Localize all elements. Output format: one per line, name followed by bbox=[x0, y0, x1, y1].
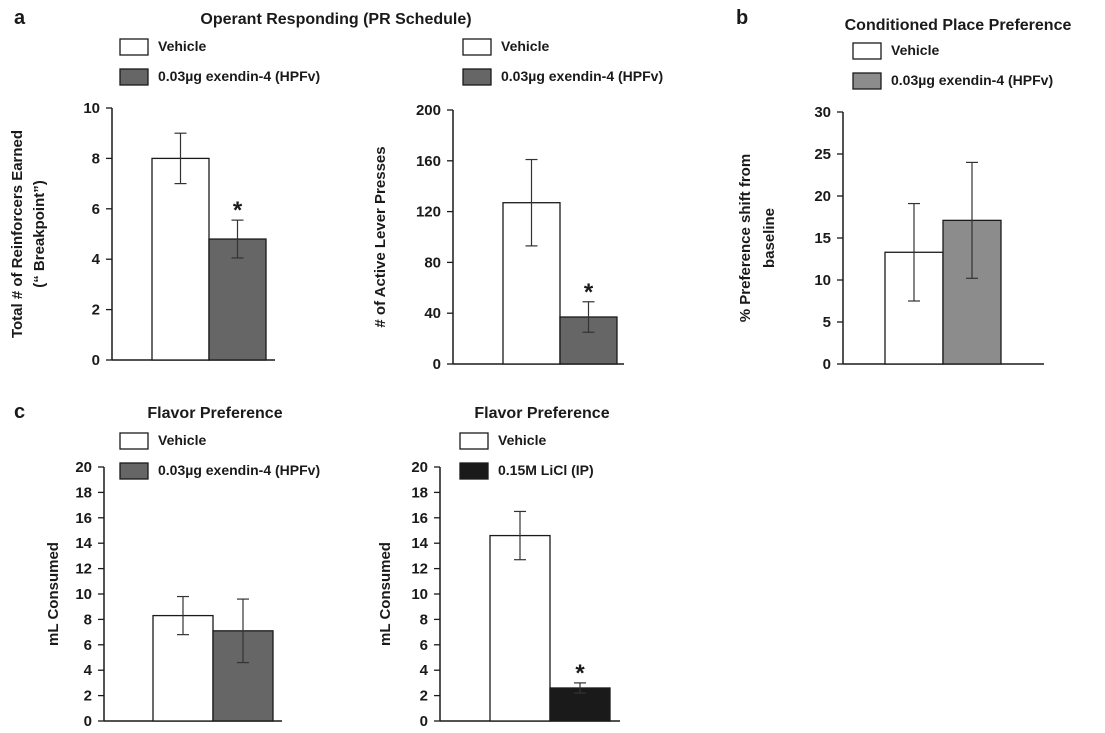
legend-swatch bbox=[119, 68, 149, 86]
y-tick-label: 20 bbox=[411, 459, 428, 476]
y-tick-label: 10 bbox=[75, 586, 92, 603]
y-tick-label: 2 bbox=[84, 688, 92, 705]
y-tick-label: 4 bbox=[84, 662, 93, 679]
y-axis-label: mL Consumed bbox=[377, 542, 394, 646]
legend-label: Vehicle bbox=[501, 38, 549, 54]
legend-label: Vehicle bbox=[498, 432, 546, 448]
legend-swatch bbox=[852, 72, 882, 90]
legend-label: 0.03µg exendin-4 (HPFv) bbox=[158, 462, 320, 478]
y-tick-label: 8 bbox=[92, 150, 100, 167]
y-tick-label: 0 bbox=[823, 356, 831, 373]
chart-4: Flavor Preference Vehicle 0.03µg exendin-4… bbox=[45, 405, 320, 730]
y-tick-label: 0 bbox=[420, 713, 428, 730]
y-tick-label: 15 bbox=[814, 230, 831, 247]
y-tick-label: 4 bbox=[92, 251, 101, 268]
bar-vehicle bbox=[151, 157, 210, 361]
legend-label: Vehicle bbox=[158, 38, 206, 54]
y-axis-label: (“ Breakpoint”) bbox=[31, 180, 48, 288]
y-tick-label: 40 bbox=[424, 305, 441, 322]
legend-swatch bbox=[119, 462, 149, 480]
chart-2: Vehicle 0.03µg exendin-4 (HPFv) 0 40 80 120 16… bbox=[372, 38, 663, 373]
y-tick-label: 160 bbox=[416, 153, 441, 170]
legend-label: Vehicle bbox=[891, 42, 939, 58]
panel-letter-b: b bbox=[736, 7, 748, 29]
y-tick-label: 10 bbox=[83, 100, 100, 117]
y-tick-label: 14 bbox=[75, 535, 92, 552]
y-tick-label: 0 bbox=[84, 713, 92, 730]
legend-label: 0.03µg exendin-4 (HPFv) bbox=[158, 68, 320, 84]
chart-title: Flavor Preference bbox=[474, 405, 609, 422]
bar-treatment bbox=[208, 238, 267, 361]
y-tick-label: 0 bbox=[92, 352, 100, 369]
significance-marker: * bbox=[584, 279, 594, 306]
y-tick-label: 8 bbox=[84, 611, 92, 628]
y-tick-label: 10 bbox=[814, 272, 831, 289]
y-axis-label: baseline bbox=[761, 208, 778, 268]
y-tick-label: 16 bbox=[411, 510, 428, 527]
y-tick-label: 120 bbox=[416, 204, 441, 221]
y-tick-label: 5 bbox=[823, 314, 831, 331]
y-tick-label: 18 bbox=[75, 484, 92, 501]
chart-3: Conditioned Place Preference Vehicle 0.03µ… bbox=[737, 17, 1071, 373]
y-tick-label: 16 bbox=[75, 510, 92, 527]
legend-swatch bbox=[119, 432, 149, 450]
y-tick-label: 2 bbox=[92, 302, 100, 319]
y-axis-label: mL Consumed bbox=[45, 542, 62, 646]
panel-letter-c: c bbox=[14, 401, 25, 423]
y-tick-label: 10 bbox=[411, 586, 428, 603]
legend-label: Vehicle bbox=[158, 432, 206, 448]
legend-label: 0.15M LiCl (IP) bbox=[498, 462, 594, 478]
y-tick-label: 6 bbox=[420, 637, 428, 654]
y-tick-label: 6 bbox=[92, 201, 100, 218]
legend-swatch bbox=[459, 462, 489, 480]
significance-marker: * bbox=[233, 197, 243, 224]
charts-container: Operant Responding (PR Schedule) Vehicle 0… bbox=[9, 11, 1071, 730]
legend-swatch bbox=[119, 38, 149, 56]
legend-label: 0.03µg exendin-4 (HPFv) bbox=[501, 68, 663, 84]
legend-swatch bbox=[459, 432, 489, 450]
y-tick-label: 18 bbox=[411, 484, 428, 501]
chart-title: Flavor Preference bbox=[147, 405, 282, 422]
y-axis-label: # of Active Lever Presses bbox=[372, 146, 389, 327]
chart-1: Operant Responding (PR Schedule) Vehicle 0… bbox=[9, 11, 472, 369]
panel-letter-a: a bbox=[14, 7, 26, 29]
y-tick-label: 0 bbox=[433, 356, 441, 373]
y-tick-label: 20 bbox=[75, 459, 92, 476]
y-tick-label: 6 bbox=[84, 637, 92, 654]
y-tick-label: 20 bbox=[814, 188, 831, 205]
y-axis-label: Total # of Reinforcers Earned bbox=[9, 130, 26, 338]
legend-swatch bbox=[852, 42, 882, 60]
y-tick-label: 200 bbox=[416, 102, 441, 119]
y-tick-label: 12 bbox=[75, 561, 92, 578]
legend-swatch bbox=[462, 38, 492, 56]
bar-vehicle bbox=[489, 534, 551, 722]
y-tick-label: 25 bbox=[814, 146, 831, 163]
y-tick-label: 2 bbox=[420, 688, 428, 705]
y-tick-label: 14 bbox=[411, 535, 428, 552]
y-tick-label: 30 bbox=[814, 104, 831, 121]
y-axis-label: % Preference shift from bbox=[737, 154, 754, 322]
significance-marker: * bbox=[575, 660, 585, 687]
y-tick-label: 80 bbox=[424, 254, 441, 271]
legend-swatch bbox=[462, 68, 492, 86]
y-tick-label: 12 bbox=[411, 561, 428, 578]
chart-5: Flavor Preference Vehicle 0.15M LiCl (IP) 0… bbox=[377, 405, 620, 730]
y-tick-label: 4 bbox=[420, 662, 429, 679]
chart-title: Operant Responding (PR Schedule) bbox=[200, 11, 471, 28]
legend-label: 0.03µg exendin-4 (HPFv) bbox=[891, 72, 1053, 88]
chart-title: Conditioned Place Preference bbox=[845, 17, 1072, 34]
y-tick-label: 8 bbox=[420, 611, 428, 628]
